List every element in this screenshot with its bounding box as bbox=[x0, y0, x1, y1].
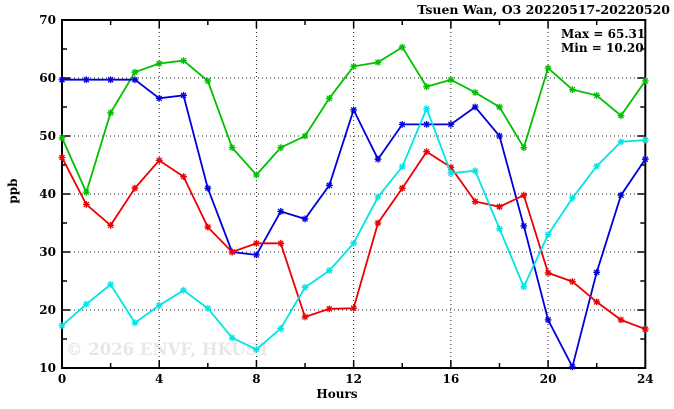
series-red-markers bbox=[58, 148, 649, 333]
y-tick-label: 40 bbox=[39, 187, 56, 201]
x-tick-label: 8 bbox=[252, 372, 261, 386]
y-axis-title: ppb bbox=[6, 178, 20, 204]
series-cyan-markers bbox=[58, 105, 649, 353]
series-green-markers bbox=[58, 43, 649, 196]
y-tick-label: 10 bbox=[39, 361, 56, 375]
x-tick-label: 0 bbox=[57, 372, 67, 386]
x-axis-title: Hours bbox=[316, 387, 358, 401]
y-tick-label: 70 bbox=[39, 13, 56, 27]
min-annotation: Min = 10.20 bbox=[561, 41, 644, 55]
y-tick-label: 50 bbox=[39, 129, 56, 143]
series-blue bbox=[58, 76, 649, 371]
x-tick-label: 20 bbox=[539, 372, 557, 386]
series-blue-markers bbox=[58, 76, 649, 371]
grid-lines bbox=[62, 20, 646, 368]
chart-title: Tsuen Wan, O3 20220517-20220520 bbox=[417, 2, 670, 17]
series-cyan bbox=[58, 105, 649, 353]
watermark-text: © 2026 ENVF, HKUST bbox=[66, 340, 270, 359]
plot-border bbox=[61, 19, 647, 369]
y-tick-label: 20 bbox=[39, 303, 56, 317]
max-annotation: Max = 65.31 bbox=[561, 27, 646, 41]
series-green bbox=[58, 43, 649, 196]
x-tick-label: 12 bbox=[345, 372, 362, 386]
series-blue-line bbox=[62, 78, 647, 370]
y-tick-label: 30 bbox=[39, 245, 56, 259]
x-tick-label: 24 bbox=[636, 372, 654, 386]
x-tick-label: 16 bbox=[442, 372, 460, 386]
series-red bbox=[58, 148, 649, 333]
x-tick-label: 4 bbox=[155, 372, 164, 386]
y-tick-label: 60 bbox=[39, 71, 56, 85]
